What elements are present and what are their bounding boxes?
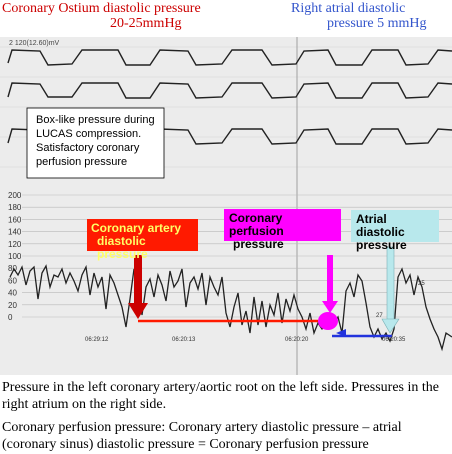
callout-coronary-perfusion-line1: Coronary perfusion — [229, 211, 284, 238]
note-line-3: Satisfactory coronary — [36, 142, 140, 154]
right-header-line1: Right atrial diastolic — [291, 1, 406, 16]
caption-paragraph-1: Pressure in the left coronary artery/aor… — [2, 380, 439, 412]
y-tick-100: 100 — [8, 252, 22, 261]
callout-coronary-perfusion-line2: pressure — [233, 237, 284, 251]
y-tick-200: 200 — [8, 191, 22, 200]
timestamp-2: 06:20:13 — [172, 337, 196, 343]
y-tick-140: 140 — [8, 228, 22, 237]
callout-coronary-artery-line2: diastolic pressure — [97, 234, 148, 261]
callout-coronary-artery: Coronary artery diastolic pressure — [87, 219, 198, 261]
y-tick-0: 0 — [8, 313, 13, 322]
atrial-level-arrowhead — [336, 329, 346, 337]
upper-trace-1 — [7, 49, 452, 66]
atrial-arrow-shaft — [386, 246, 395, 322]
atrial-arrow-head — [381, 318, 400, 334]
caption-paragraph-2: Coronary perfusion pressure: Coronary ar… — [2, 420, 402, 452]
right-header-line2: pressure 5 mmHg — [327, 16, 427, 31]
lower-pressure-trace — [9, 264, 452, 352]
y-tick-20: 20 — [8, 301, 17, 310]
y-tick-160: 160 — [8, 215, 22, 224]
y-tick-180: 180 — [8, 203, 22, 212]
note-line-4: perfusion pressure — [36, 156, 127, 168]
callout-coronary-artery-line1: Coronary artery — [91, 221, 182, 235]
upper-trace-2 — [7, 82, 452, 99]
coronary-arrow-head — [128, 303, 148, 319]
callout-atrial-line1: Atrial diastolic — [356, 212, 405, 239]
small-label-1: 25 — [418, 281, 425, 287]
y-tick-40: 40 — [8, 289, 17, 298]
timestamp-1: 06:29:12 — [85, 337, 109, 343]
note-line-2: LUCAS compression. — [36, 128, 141, 140]
perfusion-arrow-shaft — [327, 255, 333, 303]
perfusion-arrow-head — [322, 301, 338, 313]
callout-atrial-line2: pressure — [356, 238, 407, 252]
y-tick-60: 60 — [8, 276, 17, 285]
small-label-2: 27 — [376, 313, 383, 319]
left-header-line1: Coronary Ostium diastolic pressure — [2, 1, 201, 16]
perfusion-marker — [318, 312, 338, 330]
scale-top-label: 2 120(12.60)mV — [9, 40, 60, 47]
timestamp-3: 06:20:20 — [285, 337, 309, 343]
pressure-tracing: 2 120(12.60)mV Box-like pressure during … — [0, 37, 452, 375]
tracing-background — [0, 37, 452, 375]
left-header-line2: 20-25mmHg — [110, 16, 182, 31]
timestamp-4: 06:20:35 — [382, 337, 406, 343]
coronary-arrow-shaft — [134, 255, 142, 305]
y-tick-80: 80 — [8, 264, 17, 273]
note-box — [26, 107, 165, 179]
note-line-1: Box-like pressure during — [36, 114, 155, 126]
callout-atrial: Atrial diastolic pressure — [351, 210, 439, 252]
callout-coronary-perfusion: Coronary perfusion pressure — [224, 209, 341, 251]
y-tick-120: 120 — [8, 240, 22, 249]
